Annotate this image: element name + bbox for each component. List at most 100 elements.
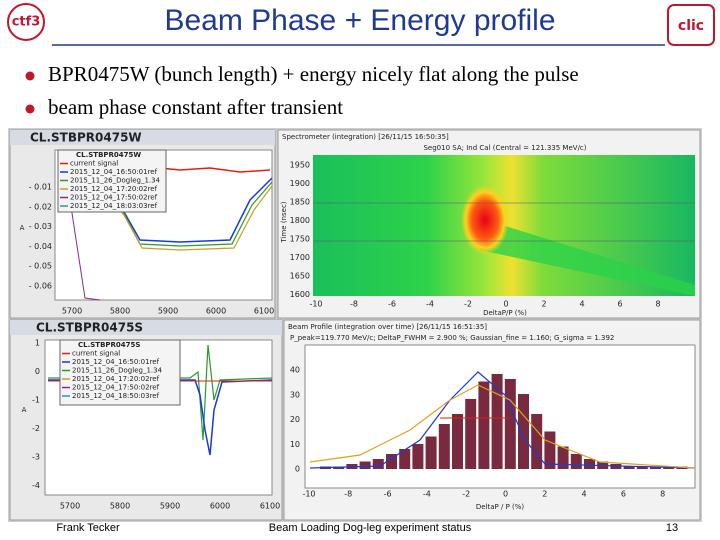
y-tick-label: 10 [290,440,300,449]
x-tick-label: 5700 [60,502,80,511]
legend-entry: 2015_12_04_16:50:01ref [70,168,158,176]
page-number: 13 [666,522,678,534]
y-tick-label: 0 [35,367,40,376]
histogram-bar [544,431,556,469]
y-tick-label: - 0.01 [29,183,52,192]
panel-subheader: Seg010 SA; Ind Cal (Central = 121.335 Me… [423,144,586,152]
y-tick-label: -2 [32,424,40,433]
legend-entry: 2015_12_04_17:50:02ref [70,194,158,202]
legend-entry: 2015_12_04_17:20:02ref [72,375,160,383]
y-tick-label: -1 [32,396,40,405]
y-tick-label: 1800 [290,216,310,225]
y-tick-label: -4 [32,481,40,490]
y-tick-label: 1750 [290,235,310,244]
y-tick-label: 1900 [290,179,310,188]
y-tick-label: 1850 [290,198,310,207]
y-tick-label: 1 [35,339,40,348]
y-tick-label: - 0.06 [29,282,52,291]
legend-entry: 2015_12_04_17:20:02ref [70,185,158,193]
histogram-bar [399,449,411,469]
histogram-bar [491,374,503,469]
legend-entry: CL.STBPR0475S [78,341,140,349]
y-axis-label: A [22,406,27,414]
histogram-bar [584,459,595,469]
logo-left-text: ctf3 [12,15,41,30]
histogram-bar [570,454,582,469]
histogram-bar [610,464,622,469]
x-tick-label: -2 [462,490,470,499]
fit-curve [309,371,696,469]
y-axis-label: Time (nsec) [280,201,288,243]
x-tick-label: -10 [302,490,315,499]
x-tick-label: -4 [426,300,434,309]
x-tick-label: -8 [344,490,352,499]
histogram-bar [372,459,384,469]
y-tick-label: - 0.05 [29,262,52,271]
x-tick-label: -10 [309,300,322,309]
y-tick-label: 1600 [290,290,310,299]
x-tick-label: 4 [579,300,584,309]
window-title: CL.STBPR0475W [30,131,142,145]
legend-entry: 2015_12_04_17:50:02ref [72,384,160,392]
bullet: beam phase constant after transient [48,95,343,119]
footer-author: Frank Tecker [56,522,120,534]
panel-spectrometer: Spectrometer (integration) [26/11/15 16:… [277,129,701,319]
histogram-bar [557,446,569,469]
y-tick-label: 1650 [290,272,310,281]
panel-bpr-s: CL.STBPR0475S A [9,319,283,521]
histogram-bar [531,414,543,469]
legend-box [57,149,167,213]
logo-left: ctf3 [7,3,45,41]
x-tick-label: 2 [541,300,546,309]
panel-header: Spectrometer (integration) [26/11/15 16:… [282,133,449,141]
y-tick-label: 40 [290,366,300,375]
fit-curve [309,384,696,469]
legend-entry: 2015_11_26_Dogleg_1.34 [70,177,161,185]
x-tick-label: 0 [503,490,508,499]
x-tick-label: 6100 [254,307,274,316]
x-tick-label: 5700 [62,307,82,316]
x-tick-label: -8 [350,300,358,309]
x-tick-label: -2 [464,300,472,309]
x-tick-label: 5800 [110,502,130,511]
x-tick-label: 8 [660,490,665,499]
legend-entry: 2015_12_04_18:03:03ref [70,202,158,210]
logo-right-text: clic [678,18,704,34]
x-tick-label: 5900 [158,307,178,316]
histogram-bar [636,466,648,469]
histogram-bar [518,394,529,469]
histogram-bar [478,381,490,469]
x-tick-label: 4 [582,490,587,499]
window-title: CL.STBPR0475S [36,321,143,335]
histogram-bar [425,436,437,469]
legend-entry: current signal [70,160,118,168]
histogram-bar [386,454,397,469]
panel-header: Beam Profile (integration over time) [26… [288,323,487,331]
x-tick-label: 0 [503,300,508,309]
y-tick-label: 1700 [290,253,310,262]
bullet-dot [25,104,35,114]
histogram-bar [623,466,635,469]
legend-box [59,339,181,406]
histogram-bar [452,414,463,469]
x-axis-label: DeltaP/P (%) [483,309,527,317]
slide-title: Beam Phase + Energy profile [164,4,555,37]
x-tick-label: -6 [384,490,392,499]
legend-entry: 2015_12_04_18:50:03ref [72,392,160,400]
histogram-bar [465,399,477,469]
x-tick-label: 6 [617,300,622,309]
legend-entry: 2015_12_04_16:50:01ref [72,358,160,366]
x-tick-label: -4 [423,490,431,499]
y-tick-label: -3 [32,453,40,462]
y-tick-label: 1950 [290,161,310,170]
x-tick-label: 6100 [260,502,280,511]
x-tick-label: 6 [621,490,626,499]
y-axis-label: A [20,224,25,232]
x-tick-label: 5900 [160,502,180,511]
bullet-dot [25,71,35,81]
x-tick-label: 5800 [110,307,130,316]
histogram-bar [412,444,424,469]
histogram-bar [359,461,371,469]
legend-entry: 2015_11_26_Dogleg_1.34 [72,367,163,375]
